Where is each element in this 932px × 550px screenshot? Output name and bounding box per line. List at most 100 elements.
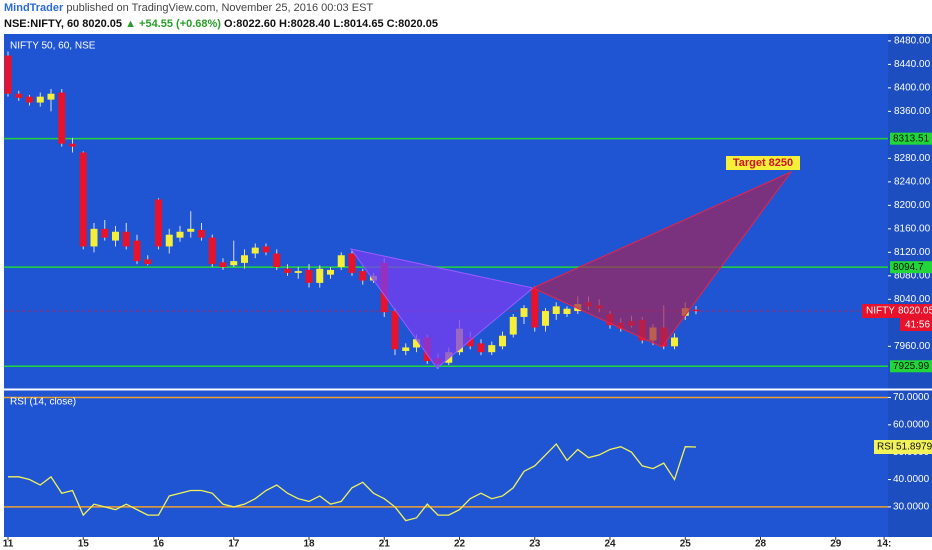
ohlc-k: C: [386, 18, 399, 30]
candle-body [509, 316, 517, 335]
rsi-label-bg [874, 439, 932, 454]
author[interactable]: MindTrader [4, 2, 64, 14]
y-tick-label: 8400.00 [894, 83, 931, 94]
candle-body [165, 234, 173, 247]
candle-body [671, 337, 678, 347]
candle-body [413, 339, 420, 348]
annotation: Target 8250 [733, 157, 793, 169]
candle-body [520, 308, 528, 317]
ohlc-k: O: [224, 18, 237, 30]
level-label-bg [890, 261, 932, 274]
candle-body [144, 259, 152, 265]
y-tick-label: 8040.00 [894, 294, 931, 305]
ohlc-v: 8020.05 [398, 18, 438, 30]
time-axis-bg [4, 537, 932, 550]
candle-body [327, 269, 334, 275]
x-tick-label: 29 [830, 539, 842, 550]
x-tick-label: 15 [78, 539, 90, 550]
candle-body [477, 343, 485, 353]
candle-body [122, 231, 130, 247]
y-tick-label: 8360.00 [894, 106, 931, 117]
y2-tick-label: 30.0000 [893, 502, 930, 513]
last: 8020.05 [82, 18, 123, 30]
candle-body [187, 228, 195, 232]
x-tick-label: 24 [604, 539, 616, 550]
x-tick-label: 22 [454, 539, 466, 550]
ohlc-k: H: [279, 18, 291, 30]
candle-body [466, 337, 474, 347]
countdown: 41:56 [905, 320, 930, 331]
x-tick-label: 18 [303, 539, 315, 550]
publish-line: MindTrader published on TradingView.com,… [0, 0, 932, 16]
candle-body [176, 231, 184, 238]
x-tick-label: 23 [529, 539, 541, 550]
y2-tick-label: 70.0000 [893, 392, 930, 403]
candle-body [241, 255, 248, 263]
y-tick-label: 8280.00 [894, 153, 931, 164]
candle-body [230, 261, 238, 266]
candle-body [348, 253, 356, 273]
ohlc-v: 8014.65 [343, 18, 384, 30]
ohlc-v: 8022.60 [236, 18, 277, 30]
candle-body [391, 311, 399, 350]
change: ▲ +54.55 (+0.68%) [125, 18, 221, 30]
x-tick-label: 17 [228, 539, 240, 550]
candle-body [26, 96, 33, 103]
candle-body [15, 93, 23, 98]
candle-body [112, 231, 119, 241]
published: published on TradingView.com, November 2… [66, 2, 374, 14]
candle-body [542, 311, 549, 326]
candle-body [251, 247, 259, 254]
candle-body [316, 268, 324, 283]
candle-body [69, 143, 76, 147]
y-tick-label: 8440.00 [894, 59, 931, 70]
y-tick-label: 8080.00 [894, 270, 931, 281]
ohlc-v: 8028.40 [290, 18, 331, 30]
candle-body [273, 253, 281, 268]
level-label-bg [890, 360, 932, 373]
candle-body [219, 262, 227, 268]
rsi-label-value: 51.8979 [896, 442, 932, 453]
candle-body [208, 237, 216, 265]
y-tick-label: 7960.00 [894, 341, 931, 352]
candle-body [294, 271, 302, 273]
x-tick-label: 11 [3, 539, 14, 550]
candle-body [133, 240, 141, 262]
candle-body [90, 228, 98, 247]
candle-body [155, 199, 162, 247]
x-tick-label: 25 [680, 539, 692, 550]
y-tick-label: 8160.00 [894, 223, 931, 234]
level-label: 8094.7 [893, 262, 924, 273]
candle-body [552, 306, 560, 314]
level-label: 7925.99 [893, 361, 930, 372]
candle-body [58, 92, 66, 144]
annotation-box [726, 156, 800, 170]
y-tick-label: 8200.00 [894, 200, 931, 211]
ohlc-k: L: [333, 18, 344, 30]
candle-body [531, 287, 539, 328]
candle-body [692, 309, 700, 312]
x-tick-label: 28 [755, 539, 767, 550]
level-label: 8313.51 [893, 133, 930, 144]
candle-body [262, 246, 270, 253]
countdown-bg [900, 318, 932, 332]
rsi-label-name: RSI [877, 442, 894, 453]
candle-body [47, 93, 55, 100]
candle-body [359, 271, 367, 281]
candle-body [79, 152, 87, 247]
candle-body [4, 55, 12, 94]
rsi-title: RSI (14, close) [10, 397, 76, 408]
candle-body [101, 228, 109, 238]
y2-tick-label: 60.0000 [893, 419, 930, 430]
y-tick-label: 8120.00 [894, 247, 931, 258]
candle-body [305, 269, 313, 283]
y2-tick-label: 40.0000 [893, 474, 930, 485]
last-price-name: NIFTY [866, 306, 895, 317]
pattern-bcd [531, 170, 793, 348]
x-tick-label: 14: [877, 539, 891, 550]
x-tick-label: 21 [379, 539, 391, 550]
candle-body [402, 347, 410, 351]
candle-body [563, 308, 571, 314]
